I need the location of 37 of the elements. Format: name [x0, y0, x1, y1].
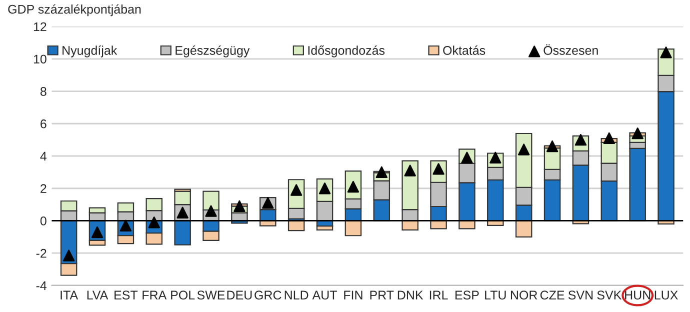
x-tick-label: FIN: [344, 290, 362, 300]
x-tick-label: GRC: [254, 290, 282, 300]
x-tick-label: ESP: [455, 290, 479, 300]
x-tick-label: AUT: [312, 290, 337, 300]
y-axis-title: GDP százalékpontjában: [8, 4, 141, 16]
y-tick-label: 12: [34, 22, 46, 32]
x-tick-label: NLD: [284, 290, 308, 300]
legend-label: Egészségügy: [176, 46, 250, 58]
x-tick-label: NOR: [510, 290, 538, 300]
y-tick-label: 8: [40, 87, 46, 96]
y-tick-label: 4: [40, 152, 47, 161]
x-tick-label: LTU: [485, 290, 506, 300]
x-tick-label: SVN: [568, 290, 593, 300]
x-tick-label: ITA: [60, 290, 78, 300]
y-tick-label: 2: [40, 184, 46, 193]
y-tick-label: 10: [34, 54, 46, 64]
x-tick-label: CZE: [540, 290, 564, 300]
x-tick-label: DEU: [227, 290, 252, 300]
legend-label: Összesen: [544, 44, 598, 55]
x-tick-label: EST: [114, 290, 138, 300]
legend-label: Nyugdíjak: [62, 46, 118, 58]
x-tick-label: FRA: [142, 290, 167, 300]
x-tick-label: POL: [171, 290, 195, 300]
x-tick-label: HUN: [625, 290, 650, 300]
y-tick-label: 6: [40, 119, 46, 128]
legend-label: Idősgondozás: [308, 46, 385, 58]
x-tick-label: LVA: [87, 290, 108, 300]
legend-label: Oktatás: [443, 46, 486, 55]
y-tick-label: -2: [36, 248, 46, 258]
x-tick-label: SWE: [197, 290, 225, 300]
x-tick-label: LUX: [654, 290, 678, 300]
x-tick-label: PRT: [370, 290, 394, 300]
x-tick-label: DNK: [398, 290, 424, 300]
y-tick-label: 0: [40, 216, 46, 226]
x-tick-label: SVK: [597, 290, 622, 300]
y-tick-label: -4: [36, 281, 47, 290]
x-tick-label: IRL: [430, 290, 448, 300]
